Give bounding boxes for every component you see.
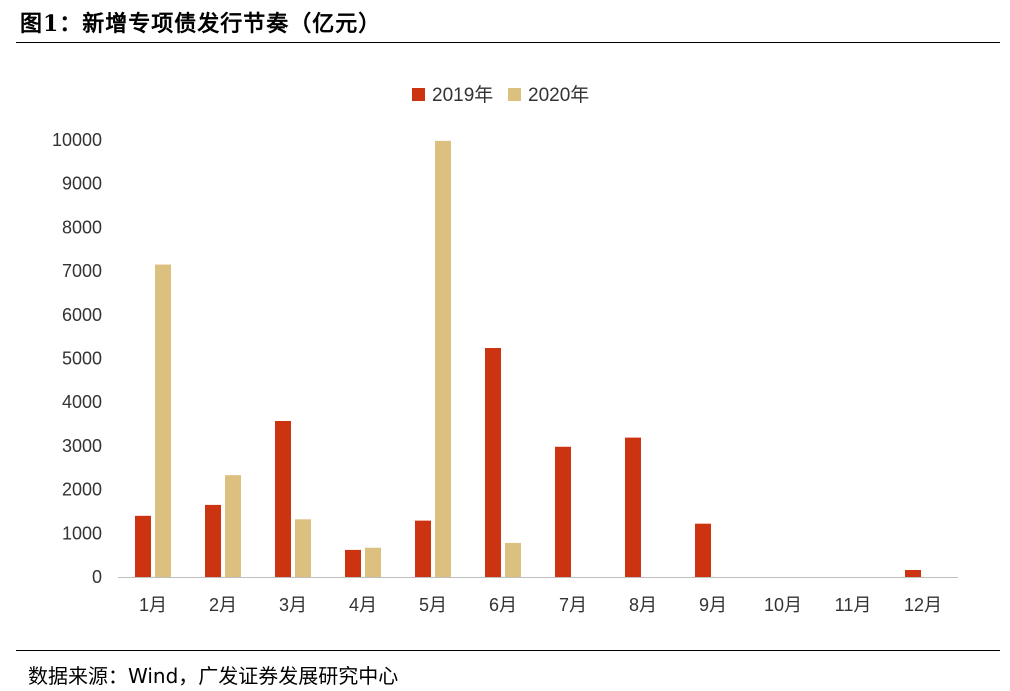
bar-2019年-8月: [625, 437, 641, 577]
bar-2020年-1月: [155, 264, 171, 577]
y-tick-label: 8000: [62, 217, 102, 237]
title-divider: [16, 42, 1000, 43]
bars: [135, 140, 921, 577]
legend-label: 2020年: [528, 84, 589, 106]
bar-2019年-9月: [695, 523, 711, 577]
legend-swatch-2020年: [508, 88, 521, 101]
bar-2020年-4月: [365, 547, 381, 577]
bar-2019年-3月: [275, 420, 291, 577]
x-tick-label: 6月: [489, 595, 517, 615]
source-note: 数据来源：Wind，广发证券发展研究中心: [28, 664, 399, 688]
x-axis: 1月 2月 3月 4月 5月 6月 7月 8月 9月 10月 11月 12月: [139, 595, 942, 615]
bar-2020年-3月: [295, 519, 311, 577]
x-tick-label: 7月: [559, 595, 587, 615]
footer-divider: [16, 650, 1000, 651]
bar-2019年-5月: [415, 520, 431, 577]
y-tick-label: 5000: [62, 349, 102, 369]
bar-2019年-4月: [345, 549, 361, 577]
bar-2019年-12月: [905, 570, 921, 577]
bar-2020年-6月: [505, 542, 521, 577]
x-tick-label: 11月: [835, 595, 872, 615]
x-tick-label: 5月: [419, 595, 447, 615]
bar-2020年-2月: [225, 475, 241, 577]
bar-2019年-1月: [135, 515, 151, 577]
x-tick-label: 2月: [209, 595, 237, 615]
y-tick-label: 10000: [52, 130, 102, 150]
bar-2019年-2月: [205, 504, 221, 577]
y-axis: 0 1000 2000 3000 4000 5000 6000 7000 8000 9000 100…: [52, 130, 102, 587]
y-tick-label: 9000: [62, 174, 102, 194]
x-tick-label: 12月: [904, 595, 942, 615]
legend-label: 2019年: [432, 84, 493, 106]
bar-2019年-6月: [485, 348, 501, 577]
x-tick-label: 8月: [629, 595, 657, 615]
y-tick-label: 7000: [62, 261, 102, 281]
legend-swatch-2019年: [412, 88, 425, 101]
bar-2020年-5月: [435, 140, 451, 577]
x-tick-label: 10月: [764, 595, 802, 615]
y-tick-label: 0: [92, 567, 102, 587]
y-tick-label: 2000: [62, 480, 102, 500]
y-tick-label: 3000: [62, 436, 102, 456]
y-tick-label: 4000: [62, 392, 102, 412]
x-tick-label: 3月: [279, 595, 307, 615]
y-tick-label: 1000: [62, 523, 102, 543]
chart-title: 图1：新增专项债发行节奏（亿元）: [20, 11, 382, 37]
x-tick-label: 4月: [349, 595, 377, 615]
x-tick-label: 9月: [699, 595, 727, 615]
bar-2019年-7月: [555, 446, 571, 577]
legend: 2019年 2020年: [412, 84, 589, 106]
y-tick-label: 6000: [62, 305, 102, 325]
x-tick-label: 1月: [139, 595, 167, 615]
